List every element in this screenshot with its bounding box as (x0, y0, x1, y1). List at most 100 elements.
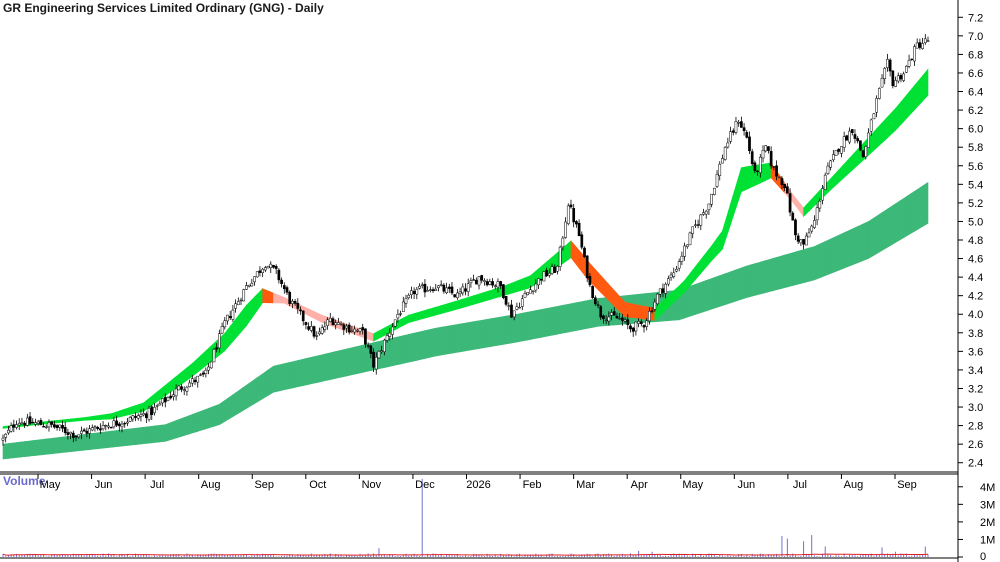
fast-ma-ribbon-segment (600, 274, 604, 296)
slow-ma-ribbon-segment (838, 233, 842, 271)
price-candle-body (123, 422, 127, 425)
fast-ma-ribbon-segment (532, 270, 537, 287)
fast-ma-ribbon-segment (624, 302, 629, 318)
x-tick-label: Jun (95, 479, 113, 491)
slow-ma-ribbon-segment (432, 327, 437, 357)
price-candle-body (158, 403, 162, 406)
price-candle-body (702, 212, 705, 215)
slow-ma-ribbon-segment (446, 325, 450, 355)
fast-ma-ribbon-segment (467, 296, 472, 307)
slow-ma-ribbon-segment (75, 434, 80, 452)
price-candle-body (531, 290, 535, 292)
price-candle-body (242, 289, 246, 302)
price-candle-body (585, 255, 589, 279)
price-candle-body (580, 234, 584, 248)
slow-ma-ribbon-segment (833, 236, 837, 273)
price-candle-body (564, 221, 567, 238)
fast-ma-ribbon-segment (113, 411, 117, 419)
fast-ma-ribbon-segment (830, 175, 834, 191)
x-tick-label: Dec (415, 479, 435, 491)
slow-ma-ribbon-segment (351, 346, 355, 376)
price-candle-body (899, 75, 903, 80)
fast-ma-ribbon-segment (641, 305, 645, 320)
price-candle-body (109, 427, 113, 429)
price-candle-body (58, 424, 62, 428)
fast-ma-ribbon-segment (714, 237, 718, 259)
slow-ma-ribbon-segment (722, 273, 726, 306)
price-candle-body (415, 289, 419, 295)
slow-ma-ribbon-segment (922, 183, 926, 228)
fast-ma-ribbon-segment (97, 414, 101, 420)
fast-ma-ribbon-segment (668, 292, 672, 309)
price-candle-body (207, 366, 210, 371)
fast-ma-ribbon-segment (697, 258, 702, 278)
slow-ma-ribbon-segment (56, 437, 61, 454)
fast-ma-ribbon-segment (313, 311, 318, 321)
price-candle-body (577, 222, 581, 237)
slow-ma-ribbon-segment (741, 266, 745, 300)
price-candle-body (147, 407, 151, 420)
fast-ma-ribbon-segment (446, 302, 450, 313)
slow-ma-ribbon-segment (416, 331, 420, 361)
price-candle-body (558, 246, 562, 267)
price-candle-body (323, 326, 327, 330)
price-candle-body (115, 420, 118, 426)
slow-ma-ribbon-segment (787, 253, 791, 288)
volume-tick-label: 3M (980, 499, 995, 511)
price-candle-body (472, 279, 475, 281)
x-tick-label: Apr (631, 479, 648, 491)
slow-ma-ribbon-segment (914, 189, 918, 232)
slow-ma-ribbon-segment (735, 268, 739, 302)
fast-ma-ribbon-segment (743, 166, 748, 191)
price-candle-body (1, 437, 5, 441)
slow-ma-ribbon-segment (776, 256, 780, 291)
slow-ma-ribbon-segment (297, 359, 301, 388)
fast-ma-ribbon-segment (232, 318, 236, 343)
slow-ma-ribbon-segment (100, 431, 104, 449)
fast-ma-ribbon-segment (692, 265, 696, 284)
fast-ma-ribbon-segment (146, 397, 150, 410)
fast-ma-ribbon-segment (508, 282, 512, 295)
fast-ma-ribbon-segment (413, 312, 418, 322)
fast-ma-ribbon-segment (519, 278, 523, 292)
slow-ma-ribbon-segment (146, 426, 150, 444)
slow-ma-ribbon-segment (243, 384, 247, 411)
fast-ma-ribbon-segment (635, 304, 639, 319)
price-candle-body (813, 220, 816, 228)
slow-ma-ribbon-segment (505, 315, 510, 345)
slow-ma-ribbon-segment (132, 427, 136, 446)
slow-ma-ribbon-segment (781, 254, 785, 289)
slow-ma-ribbon-segment (900, 197, 904, 240)
price-candle-body (272, 265, 275, 268)
fast-ma-ribbon-segment (170, 378, 174, 393)
price-candle-body (391, 326, 394, 335)
slow-ma-ribbon-segment (492, 317, 496, 347)
slow-ma-ribbon-segment (311, 356, 315, 385)
price-candle-body (639, 321, 643, 324)
price-tick-label: 4.6 (968, 254, 983, 266)
fast-ma-ribbon-segment (78, 417, 82, 422)
fast-ma-ribbon-segment (238, 311, 242, 336)
fast-ma-ribbon-segment (251, 296, 255, 320)
slow-ma-ribbon-segment (210, 405, 215, 428)
fast-ma-ribbon-segment (738, 167, 742, 201)
slow-ma-ribbon-segment (5, 443, 9, 460)
price-candle-body (829, 160, 832, 168)
fast-ma-ribbon-segment (321, 314, 326, 324)
slow-ma-ribbon-segment (227, 396, 231, 421)
fast-ma-ribbon-segment (524, 276, 529, 290)
fast-ma-ribbon-segment (186, 364, 190, 381)
price-candle-body (372, 351, 375, 368)
slow-ma-ribbon-segment (83, 433, 88, 451)
price-candle-body (886, 59, 889, 68)
fast-ma-ribbon-segment (438, 305, 442, 315)
price-candle-body (104, 424, 108, 427)
slow-ma-ribbon-segment (154, 425, 158, 443)
price-candle-body (182, 389, 186, 391)
fast-ma-ribbon-segment (235, 314, 239, 340)
fast-ma-ribbon-segment (56, 419, 61, 424)
price-candle-body (88, 428, 91, 434)
price-candle-body (193, 379, 197, 383)
price-candle-body (875, 98, 878, 113)
price-candle-body (810, 225, 814, 232)
